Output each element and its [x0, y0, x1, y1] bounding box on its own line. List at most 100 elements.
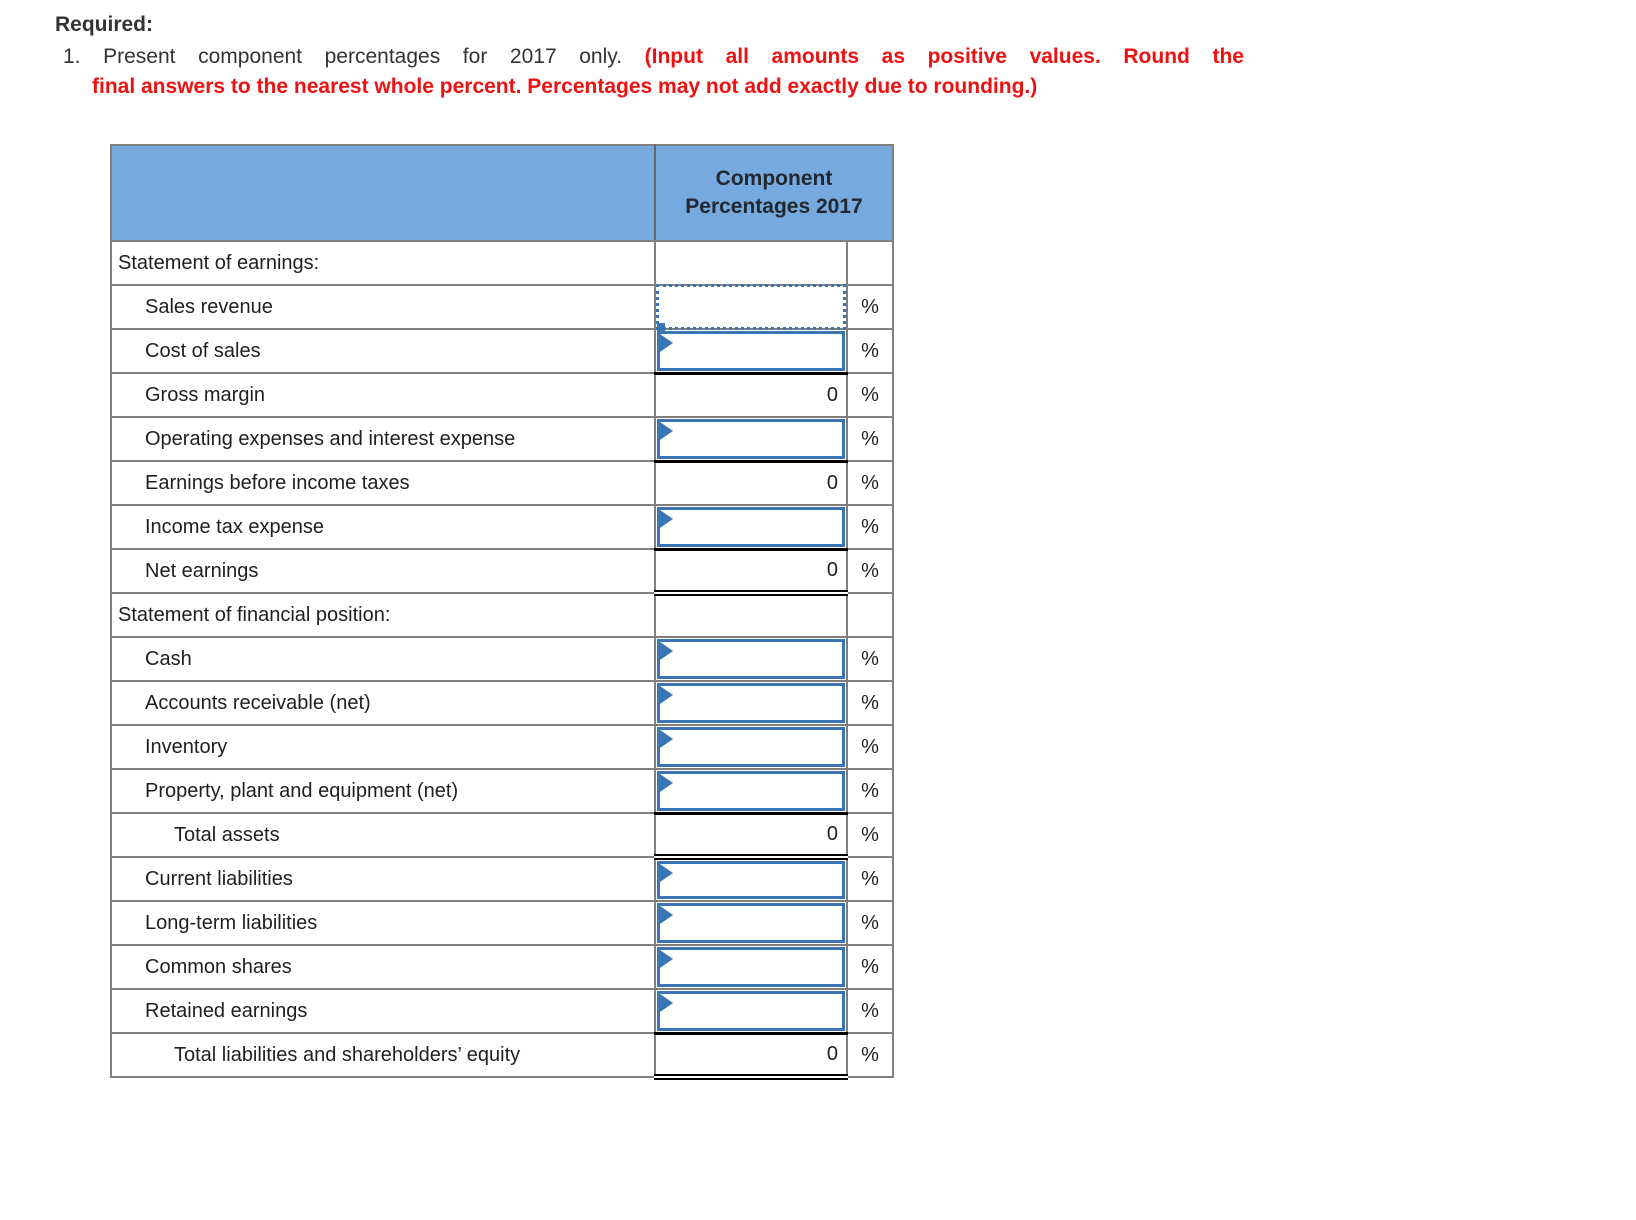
row-label: Statement of earnings:: [110, 240, 656, 286]
percent-cell: %: [846, 768, 894, 814]
row-label: Accounts receivable (net): [110, 680, 656, 726]
value-cell: [654, 284, 848, 331]
table-row: Statement of earnings:: [110, 240, 894, 286]
table-header-row: Component Percentages 2017: [110, 144, 894, 242]
value-cell: [654, 328, 848, 375]
input-cell[interactable]: [657, 771, 845, 811]
input-flag-icon: [660, 730, 673, 748]
value-cell: [654, 988, 848, 1035]
value-cell: [654, 504, 848, 551]
row-label: Sales revenue: [110, 284, 656, 330]
row-label: Earnings before income taxes: [110, 460, 656, 506]
input-flag-icon: [660, 686, 673, 704]
row-label: Gross margin: [110, 372, 656, 418]
percent-cell: [846, 592, 894, 638]
input-cell[interactable]: [657, 861, 845, 899]
table-header-empty-cell: [110, 144, 656, 242]
input-flag-icon: [660, 864, 673, 882]
table-row: Statement of financial position:: [110, 592, 894, 638]
instruction-text-red-1: (Input all amounts as positive values. R…: [644, 45, 1244, 68]
empty-value-cell: [654, 240, 848, 286]
input-cell[interactable]: [657, 331, 845, 371]
table-row: Retained earnings%: [110, 988, 894, 1035]
table-row: Accounts receivable (net)%: [110, 680, 894, 726]
table-row: Net earnings 0%: [110, 548, 894, 596]
percent-label: %: [861, 779, 879, 802]
input-cell[interactable]: [657, 947, 845, 987]
table-row: Earnings before income taxes 0%: [110, 460, 894, 506]
percent-label: %: [861, 911, 879, 934]
percent-cell: [846, 240, 894, 286]
table-row: Operating expenses and interest expense%: [110, 416, 894, 463]
percent-cell: %: [846, 284, 894, 330]
instruction-line-2: final answers to the nearest whole perce…: [92, 75, 1038, 98]
empty-value-cell: [654, 592, 848, 638]
row-label: Income tax expense: [110, 504, 656, 550]
percent-label: %: [861, 955, 879, 978]
table-row: Long-term liabilities%: [110, 900, 894, 946]
row-label: Retained earnings: [110, 988, 656, 1034]
input-flag-icon: [660, 422, 673, 440]
input-flag-icon: [660, 906, 673, 924]
percent-cell: %: [846, 372, 894, 418]
percent-label: %: [861, 295, 879, 318]
input-flag-icon: [660, 642, 673, 660]
input-cell[interactable]: [657, 727, 845, 767]
percent-cell: %: [846, 460, 894, 506]
input-cell[interactable]: [657, 991, 845, 1031]
row-label: Inventory: [110, 724, 656, 770]
value-cell: [654, 724, 848, 770]
input-cell[interactable]: [657, 639, 845, 679]
table-row: Total assets 0%: [110, 812, 894, 860]
input-cell[interactable]: [657, 683, 845, 723]
table-row: Property, plant and equipment (net)%: [110, 768, 894, 815]
active-cell-handle[interactable]: [657, 323, 665, 331]
percent-cell: %: [846, 724, 894, 770]
table-row: Sales revenue%: [110, 284, 894, 331]
input-cell[interactable]: [657, 903, 845, 943]
value-cell: [654, 944, 848, 990]
active-input-cell[interactable]: [656, 284, 846, 331]
input-flag-icon: [660, 774, 673, 792]
percent-label: %: [861, 515, 879, 538]
percent-label: %: [861, 735, 879, 758]
percent-cell: %: [846, 548, 894, 594]
percent-cell: %: [846, 1032, 894, 1078]
computed-value-cell: 0: [654, 460, 848, 506]
percent-label: %: [861, 823, 879, 846]
table-row: Cash%: [110, 636, 894, 682]
input-cell[interactable]: [657, 507, 845, 547]
table-row: Common shares%: [110, 944, 894, 990]
table-header-title: Component Percentages 2017: [654, 144, 894, 242]
input-flag-icon: [660, 950, 673, 968]
row-label: Cash: [110, 636, 656, 682]
value-cell: [654, 768, 848, 815]
percent-label: %: [861, 1043, 879, 1066]
row-label: Total assets: [110, 812, 656, 858]
item-number: 1.: [63, 45, 81, 68]
percent-label: %: [861, 999, 879, 1022]
percent-label: %: [861, 339, 879, 362]
row-label: Long-term liabilities: [110, 900, 656, 946]
table-row: Gross margin 0%: [110, 372, 894, 418]
percent-cell: %: [846, 812, 894, 858]
computed-value-cell: 0: [654, 1032, 848, 1080]
row-label: Property, plant and equipment (net): [110, 768, 656, 814]
percent-cell: %: [846, 680, 894, 726]
percent-cell: %: [846, 416, 894, 462]
computed-value-cell: 0: [654, 548, 848, 596]
percent-label: %: [861, 691, 879, 714]
row-label: Cost of sales: [110, 328, 656, 374]
required-heading: Required:: [55, 13, 154, 36]
percent-cell: %: [846, 328, 894, 374]
percent-cell: %: [846, 988, 894, 1034]
percent-label: %: [861, 867, 879, 890]
percent-cell: %: [846, 856, 894, 902]
table-row: Inventory%: [110, 724, 894, 770]
input-cell[interactable]: [657, 419, 845, 459]
value-cell: [654, 900, 848, 946]
value-cell: [654, 680, 848, 726]
table-row: Total liabilities and shareholders’ equi…: [110, 1032, 894, 1080]
component-percentages-table: Component Percentages 2017 Statement of …: [110, 144, 894, 1080]
